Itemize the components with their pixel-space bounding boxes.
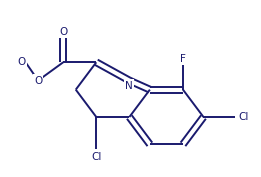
Text: O: O — [34, 76, 42, 85]
Text: O: O — [59, 27, 67, 37]
Text: N: N — [126, 81, 133, 90]
Text: Cl: Cl — [91, 152, 102, 162]
Text: Cl: Cl — [239, 112, 249, 122]
Text: F: F — [180, 54, 186, 64]
Text: O: O — [17, 57, 26, 67]
